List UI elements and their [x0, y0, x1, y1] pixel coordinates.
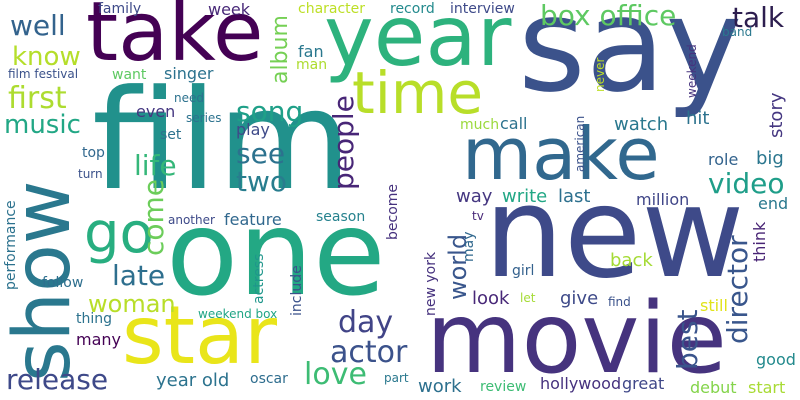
word: film — [92, 60, 352, 221]
word: give — [560, 288, 599, 309]
word: release — [6, 363, 109, 396]
word: love — [304, 357, 367, 392]
word: end — [758, 194, 789, 213]
word: say — [518, 0, 743, 121]
word: one — [166, 184, 386, 322]
word: another — [168, 213, 215, 227]
word: life — [134, 149, 177, 182]
word: year old — [156, 370, 230, 391]
word: box office — [540, 0, 677, 32]
word: film festival — [8, 67, 79, 81]
word: debut — [690, 378, 737, 397]
word: video — [708, 167, 785, 200]
word: make — [462, 112, 660, 196]
word: season — [316, 209, 366, 225]
word: turn — [78, 167, 103, 181]
word: take — [86, 0, 264, 80]
word: watch — [614, 114, 669, 135]
word: song — [236, 95, 304, 128]
word: weekend — [685, 44, 699, 98]
word: even — [136, 102, 176, 121]
word: first — [8, 81, 67, 116]
word: much — [460, 117, 500, 133]
word: work — [418, 376, 462, 397]
word: people — [327, 95, 360, 190]
word: family — [98, 1, 142, 17]
word: look — [472, 288, 510, 309]
word: good — [756, 350, 796, 369]
word: woman — [88, 290, 176, 318]
word: actor — [330, 335, 408, 370]
word: week — [208, 0, 251, 19]
word: may — [461, 231, 477, 262]
word: still — [700, 296, 728, 315]
word: well — [10, 9, 66, 42]
word: star — [122, 289, 277, 382]
word: write — [502, 186, 548, 207]
word: man — [296, 57, 328, 73]
word: let — [520, 291, 536, 305]
word: call — [500, 114, 528, 133]
word: music — [4, 110, 81, 140]
word: hit — [686, 108, 710, 129]
word: performance — [3, 200, 19, 290]
word: series — [186, 111, 222, 125]
word: many — [76, 330, 121, 349]
word: top — [82, 145, 105, 161]
word: never — [593, 57, 607, 92]
word: interview — [450, 1, 515, 17]
word: become — [385, 183, 401, 240]
word: great — [622, 374, 665, 393]
word: review — [480, 379, 527, 395]
word: million — [636, 190, 690, 209]
word: director — [721, 235, 754, 344]
word: year — [324, 0, 512, 85]
word: back — [610, 250, 653, 271]
word: need — [174, 91, 204, 105]
word: band — [722, 25, 753, 39]
word: story — [766, 92, 787, 138]
word: fan — [298, 42, 324, 61]
word: new — [484, 159, 745, 306]
word: new york — [423, 251, 439, 316]
word: late — [112, 259, 166, 292]
word: thing — [76, 311, 113, 327]
word: talk — [732, 1, 785, 34]
word: record — [390, 1, 435, 17]
word: tv — [472, 209, 484, 223]
word: follow — [42, 275, 84, 291]
word: day — [338, 305, 394, 340]
word: start — [748, 378, 786, 397]
word: set — [160, 127, 182, 143]
word: girl — [512, 263, 535, 279]
word: role — [708, 150, 739, 169]
word: feature — [224, 210, 282, 229]
word: singer — [164, 64, 214, 83]
word: big — [756, 148, 784, 169]
word: movie — [426, 282, 727, 396]
word: see — [236, 137, 286, 170]
word: weekend box — [198, 307, 278, 321]
word: think — [750, 221, 769, 262]
word: play — [236, 120, 270, 139]
word: oscar — [250, 371, 288, 387]
word: way — [456, 186, 493, 207]
word: two — [236, 165, 288, 198]
word: best — [671, 309, 704, 370]
word: actress — [251, 253, 267, 304]
word: part — [384, 371, 409, 385]
word: character — [298, 1, 366, 17]
word: come — [137, 178, 170, 256]
word: know — [12, 42, 81, 72]
word: time — [352, 59, 484, 127]
word: include — [289, 265, 305, 316]
word: last — [558, 186, 591, 207]
word: american — [573, 115, 587, 172]
word: want — [112, 67, 147, 83]
word: hollywood — [540, 374, 622, 393]
word: go — [84, 201, 154, 266]
word: album — [268, 15, 293, 84]
word: find — [608, 295, 631, 309]
